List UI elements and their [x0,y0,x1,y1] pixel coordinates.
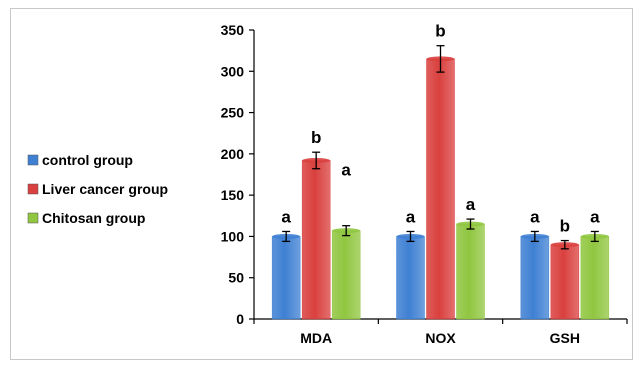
y-tick-label: 150 [221,187,245,203]
y-tick-label: 350 [221,22,245,38]
bar-nox-liver-cancer-group [427,59,455,319]
data-label: b [311,128,321,147]
y-tick-label: 0 [236,311,244,327]
legend-label-control-group: control group [42,152,133,168]
bar-mda-liver-cancer-group [302,160,330,319]
y-tick-label: 300 [221,63,245,79]
legend-swatch-chitosan-group [28,213,38,223]
data-label: a [406,207,416,226]
data-label: b [435,22,445,41]
data-label: a [341,161,351,180]
y-tick-label: 200 [221,146,245,162]
y-tick-label: 100 [221,228,245,244]
x-tick-label-gsh: GSH [550,330,580,346]
data-label: a [466,195,476,214]
data-label: a [530,207,540,226]
legend-swatch-control-group [28,155,38,165]
data-label: a [590,207,600,226]
bar-mda-chitosan-group [332,231,360,319]
bar-gsh-chitosan-group [581,236,609,319]
y-tick-label: 50 [228,270,244,286]
x-tick-label-nox: NOX [425,330,456,346]
legend-label-liver-cancer-group: Liver cancer group [42,181,168,197]
bar-gsh-control-group [521,236,549,319]
y-tick-label: 250 [221,105,245,121]
legend-label-chitosan-group: Chitosan group [42,210,145,226]
legend-swatch-liver-cancer-group [28,184,38,194]
x-tick-label-mda: MDA [300,330,332,346]
data-label: a [281,207,291,226]
bar-mda-control-group [272,236,300,319]
bar-nox-control-group [397,236,425,319]
bar-nox-chitosan-group [457,224,485,319]
bar-gsh-liver-cancer-group [551,245,579,319]
data-label: b [560,217,570,236]
